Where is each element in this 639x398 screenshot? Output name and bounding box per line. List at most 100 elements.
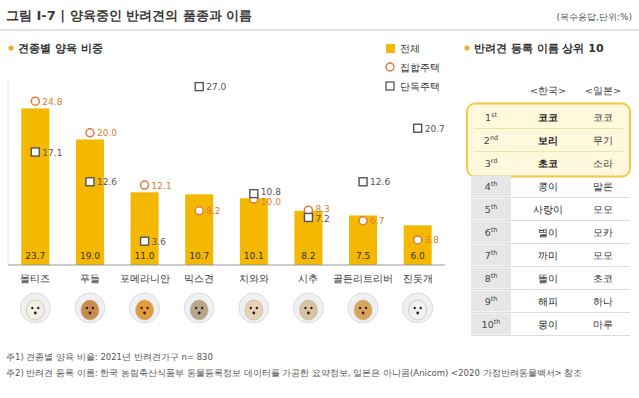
dog-eye	[140, 307, 142, 309]
category-label: 치와와	[239, 273, 269, 284]
footnote: 주1) 견종별 양육 비율: 2021년 반려견가구 n= 830	[6, 352, 213, 362]
rank: 7th	[485, 249, 498, 261]
japan-name: 초코	[593, 273, 613, 284]
legend-label: 전체	[400, 43, 420, 54]
marker-label: 8.3	[315, 204, 329, 214]
rank-cell	[471, 199, 511, 220]
footnote: 주2) 반려견 등록 이름: 한국 농림축산식품부 동물등록정보 데이터를 가공…	[6, 368, 582, 378]
legend-swatch	[386, 44, 395, 53]
dog-photo	[293, 293, 323, 323]
dog-eye	[413, 307, 415, 309]
dog-face	[409, 300, 427, 320]
korea-name: 사랑이	[533, 204, 563, 215]
marker-label: 10.0	[261, 197, 281, 207]
rank: 3rd	[485, 157, 498, 169]
marker-label: 12.6	[97, 177, 117, 187]
marker-label: 12.6	[370, 177, 390, 187]
dog-nose	[416, 312, 419, 315]
bar-label: 6.0	[411, 251, 426, 261]
marker-circle	[31, 97, 39, 105]
marker-circle	[359, 217, 367, 225]
photo-frame	[239, 293, 269, 323]
korea-name: 보리	[538, 135, 558, 146]
marker-circle	[141, 181, 149, 189]
japan-name: 하나	[593, 296, 613, 307]
dog-eye	[201, 307, 203, 309]
dog-eye	[419, 307, 421, 309]
dog-face	[299, 300, 317, 320]
photo-frame	[20, 293, 50, 323]
category-label: 진돗개	[403, 273, 433, 284]
row-rule	[474, 128, 623, 129]
marker-label: 12.1	[152, 181, 172, 191]
rank: 4th	[485, 180, 498, 192]
dog-photo	[20, 293, 50, 323]
marker-square	[195, 83, 203, 91]
value-axis-line	[8, 80, 9, 265]
marker-square	[31, 148, 39, 156]
dog-eye	[146, 307, 148, 309]
title-bullet	[465, 46, 470, 51]
bar-label: 19.0	[80, 251, 100, 261]
dog-face	[26, 300, 44, 320]
marker-label: 20.0	[97, 128, 117, 138]
marker-circle	[195, 207, 203, 215]
bar	[76, 139, 104, 265]
rank: 5th	[485, 203, 498, 215]
row-rule	[474, 151, 623, 152]
rank-suffix: th	[491, 203, 498, 211]
dog-nose	[89, 312, 92, 315]
row-rule	[471, 243, 630, 244]
dog-nose	[362, 312, 365, 315]
dog-photo	[184, 293, 214, 323]
korea-name: 별이	[538, 227, 558, 238]
row-rule	[471, 266, 630, 267]
marker-circle	[86, 129, 94, 137]
bar	[185, 194, 213, 265]
marker-label: 17.1	[42, 148, 62, 158]
dog-face	[190, 300, 208, 320]
header-rule	[0, 30, 639, 31]
rank-cell	[471, 268, 511, 289]
rank: 8th	[485, 272, 498, 284]
rank: 9th	[485, 295, 498, 307]
marker-square	[141, 237, 149, 245]
marker-label: 20.7	[425, 124, 445, 134]
bar-label: 10.1	[244, 251, 264, 261]
marker-circle	[414, 236, 422, 244]
dog-face	[245, 300, 263, 320]
bar-label: 11.0	[135, 251, 155, 261]
figure: 그림 Ⅰ-7 | 양육중인 반려견의 품종과 이름(복수응답,단위:%)견종별 …	[0, 0, 639, 398]
table-title: 반려견 등록 이름 상위 10	[474, 42, 604, 55]
japan-name: 코코	[593, 112, 613, 123]
category-label: 믹스견	[184, 273, 214, 284]
photo-frame	[184, 293, 214, 323]
bar	[21, 108, 49, 265]
marker-label: 10.8	[261, 187, 281, 197]
marker-label: 3.8	[425, 235, 440, 245]
rank: 1st	[485, 111, 497, 123]
column-header: <한국>	[530, 85, 566, 96]
category-label: 골든리트리버	[333, 273, 393, 284]
japan-name: 마루	[593, 319, 613, 330]
korea-name: 몽이	[538, 319, 558, 330]
row-rule	[471, 289, 630, 290]
photo-frame	[293, 293, 323, 323]
legend-label: 단독주택	[400, 81, 440, 92]
korea-name: 초코	[538, 158, 558, 169]
dog-photo	[403, 293, 433, 323]
dog-face	[81, 300, 99, 320]
marker-label: 24.8	[42, 97, 62, 107]
figure-title: 그림 Ⅰ-7 | 양육중인 반려견의 품종과 이름	[6, 8, 252, 23]
dog-eye	[365, 307, 367, 309]
dog-nose	[34, 312, 37, 315]
bar-label: 10.7	[189, 251, 209, 261]
rank-suffix: th	[491, 249, 498, 257]
rank-cell	[471, 176, 511, 197]
japan-name: 모모	[593, 250, 613, 261]
dog-eye	[195, 307, 197, 309]
marker-label: 7.2	[315, 214, 329, 224]
dog-nose	[252, 312, 255, 315]
korea-name: 까미	[538, 250, 558, 261]
column-header: <일본>	[585, 85, 621, 96]
